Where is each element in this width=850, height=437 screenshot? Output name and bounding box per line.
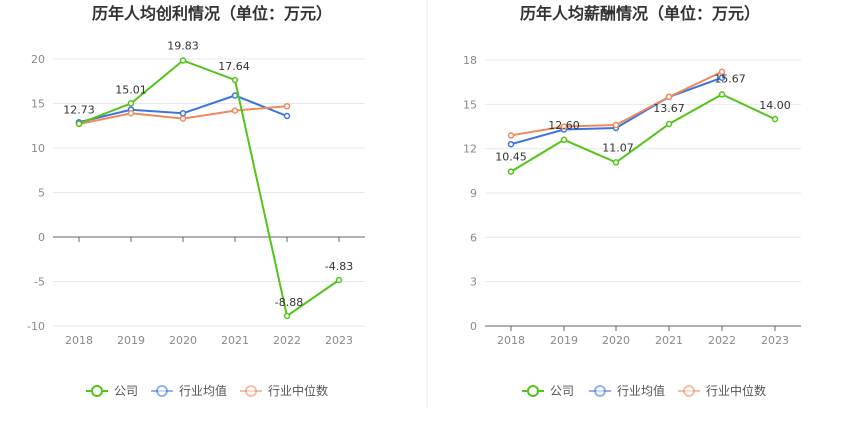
data-label-company: 14.00 <box>759 99 791 112</box>
data-point-company[interactable] <box>283 312 291 320</box>
legend-company-label[interactable]: 公司 <box>114 384 138 398</box>
x-tick-label: 2022 <box>273 334 301 347</box>
legend-industry-avg-label[interactable]: 行业均值 <box>179 383 227 398</box>
data-point-industry_avg[interactable] <box>718 74 726 81</box>
chart-title-profit: 历年人均创利情况（单位：万元） <box>92 4 332 23</box>
data-point-company[interactable] <box>718 91 726 98</box>
data-point-company[interactable] <box>560 136 568 144</box>
y-tick-label: -5 <box>34 276 45 289</box>
data-point-industry_avg[interactable] <box>231 92 239 99</box>
y-tick-label: -10 <box>27 320 45 333</box>
chart-title-salary: 历年人均薪酬情况（单位：万元） <box>520 4 760 23</box>
x-tick-label: 2020 <box>602 334 630 347</box>
y-tick-label: 3 <box>470 276 477 289</box>
y-tick-label: 10 <box>31 142 45 155</box>
series-line-company <box>78 59 340 318</box>
data-label-company: 12.60 <box>548 119 580 132</box>
data-point-company[interactable] <box>127 100 135 107</box>
series-line-company <box>510 93 776 173</box>
data-point-industry_median[interactable] <box>665 93 673 101</box>
y-tick-label: 20 <box>31 53 45 66</box>
data-label-company: 13.67 <box>653 102 685 115</box>
data-label-company: -4.83 <box>325 260 353 273</box>
legend-company-marker <box>527 385 539 397</box>
data-label-company: 17.64 <box>218 60 250 73</box>
legend-industry-avg-label[interactable]: 行业均值 <box>617 383 665 398</box>
profit-chart: 20 15 10 5 0 -5 -10 2018 2019 2020 2021 2022 2023 12.… <box>27 40 365 347</box>
x-tick-label: 2021 <box>221 334 249 347</box>
y-tick-label: 9 <box>470 187 477 200</box>
y-tick-label: 0 <box>38 231 45 244</box>
data-label-company: 19.83 <box>167 40 199 53</box>
legend-company-label[interactable]: 公司 <box>550 384 574 398</box>
legend-industry-avg-marker <box>156 385 168 397</box>
data-point-industry_median[interactable] <box>231 107 239 114</box>
data-point-company[interactable] <box>612 159 620 166</box>
data-point-industry_median[interactable] <box>179 115 187 122</box>
data-point-company[interactable] <box>75 120 83 127</box>
y-tick-label: 15 <box>463 98 477 111</box>
legend-right[interactable]: 公司 行业均值 行业中位数 <box>522 383 766 398</box>
data-point-industry_avg[interactable] <box>179 110 187 117</box>
x-tick-label: 2022 <box>708 334 736 347</box>
x-tick-label: 2018 <box>497 334 525 347</box>
data-point-company[interactable] <box>231 76 239 84</box>
x-tick-label: 2019 <box>117 334 145 347</box>
x-tick-label: 2018 <box>65 334 93 347</box>
data-point-company[interactable] <box>665 120 673 128</box>
salary-chart: 18 15 12 9 6 3 0 2018 2019 2020 2021 2022 2023 10.45 1… <box>463 54 801 347</box>
data-label-company: 11.07 <box>602 141 634 154</box>
data-label-company: 15.01 <box>115 83 147 96</box>
data-point-industry_median[interactable] <box>283 102 291 110</box>
data-label-company: 12.73 <box>63 104 95 117</box>
y-tick-label: 15 <box>31 98 45 111</box>
x-tick-label: 2021 <box>655 334 683 347</box>
data-point-company[interactable] <box>335 276 343 284</box>
data-point-industry_median[interactable] <box>560 123 568 130</box>
data-point-company[interactable] <box>771 115 779 123</box>
data-point-industry_median[interactable] <box>127 110 135 117</box>
x-tick-label: 2020 <box>169 334 197 347</box>
data-point-company[interactable] <box>507 168 515 175</box>
legend-company-marker <box>91 385 103 397</box>
data-point-industry_median[interactable] <box>612 121 620 129</box>
y-tick-label: 12 <box>463 143 477 156</box>
data-label-company: -8.88 <box>275 296 303 309</box>
y-tick-label: 18 <box>463 54 477 67</box>
x-tick-label: 2023 <box>325 334 353 347</box>
legend-industry-median-marker <box>245 385 257 397</box>
data-point-industry_median[interactable] <box>507 132 515 139</box>
legend-industry-median-label[interactable]: 行业中位数 <box>706 383 766 398</box>
data-point-industry_avg[interactable] <box>283 112 291 120</box>
data-label-company: 15.67 <box>714 72 746 85</box>
data-point-company[interactable] <box>179 57 187 64</box>
legend-industry-median-marker <box>683 385 695 397</box>
x-tick-label: 2023 <box>761 334 789 347</box>
y-tick-label: 6 <box>470 231 477 244</box>
y-tick-label: 5 <box>38 187 45 200</box>
data-point-industry_median[interactable] <box>718 68 726 76</box>
legend-industry-median-label[interactable]: 行业中位数 <box>268 383 328 398</box>
y-tick-label: 0 <box>470 320 477 333</box>
legend-industry-avg-marker <box>594 385 606 397</box>
legend-left[interactable]: 公司 行业均值 行业中位数 <box>86 383 328 398</box>
data-point-industry_avg[interactable] <box>507 140 515 148</box>
data-label-company: 10.45 <box>495 151 527 164</box>
x-tick-label: 2019 <box>550 334 578 347</box>
